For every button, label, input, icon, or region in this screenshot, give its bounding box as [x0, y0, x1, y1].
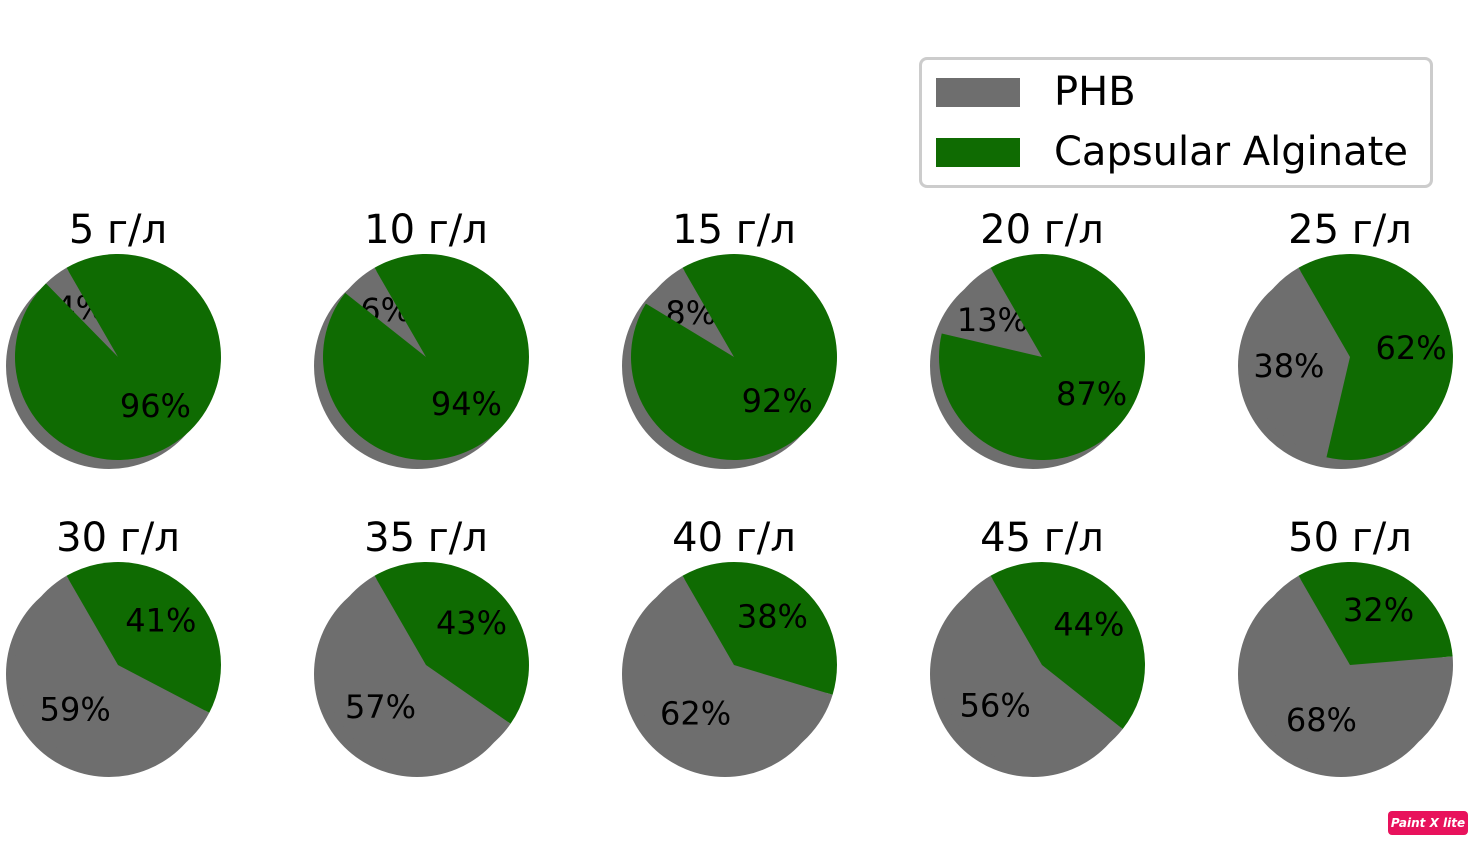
legend: PHB Capsular Alginate — [919, 57, 1433, 188]
pie-4: 13%87%20 г/л — [930, 207, 1145, 469]
pie-pct-label: 41% — [125, 601, 196, 639]
pie-pct-label: 87% — [1056, 375, 1127, 413]
pie-pct-label: 38% — [1253, 347, 1324, 385]
legend-item-alginate: Capsular Alginate — [936, 129, 1408, 175]
pie-9: 56% 44% 45 г/л — [930, 515, 1146, 777]
pie-slice-capsular-alginate — [682, 562, 837, 695]
pie-slice-phb — [1247, 575, 1454, 768]
pie-pct-label: 62% — [660, 694, 731, 732]
pie-slice-phb — [345, 267, 426, 357]
pie-slice-capsular-alginate — [631, 254, 838, 461]
pie-pct-label: 62% — [1376, 329, 1447, 367]
pie-title: 35 г/л — [364, 515, 488, 561]
pie-slice-capsular-alginate — [990, 562, 1146, 729]
pie-pct-label: 32% — [1343, 591, 1414, 629]
pie-10: 68% 32% 50 г/л — [1238, 515, 1454, 777]
pie-slice-capsular-alginate — [322, 254, 529, 461]
pie-pct-label: 94% — [431, 385, 502, 423]
pie-title: 40 г/л — [672, 515, 796, 561]
pie-pct-label: 57% — [345, 688, 416, 726]
pie-title: 30 г/л — [56, 515, 180, 561]
legend-label-alginate: Capsular Alginate — [1054, 129, 1408, 175]
pie-slice-capsular-alginate — [14, 254, 221, 461]
legend-item-phb: PHB — [936, 69, 1136, 115]
pie-3: 8%92%15 г/л — [622, 207, 838, 469]
pie-pct-label: 96% — [120, 387, 191, 425]
pie-title: 45 г/л — [980, 515, 1104, 561]
pie-title: 20 г/л — [980, 207, 1104, 253]
legend-swatch-alginate — [936, 137, 1020, 167]
pie-pct-label: 44% — [1053, 606, 1124, 644]
pie-1: 4%96%5 г/л — [6, 207, 221, 469]
pie-pct-label: 59% — [40, 691, 111, 729]
pie-slice-phb — [630, 575, 833, 769]
pie-7: 57% 43% 35 г/л — [314, 515, 529, 777]
pie-slice-capsular-alginate — [1298, 561, 1453, 665]
pie-pct-label: 43% — [436, 604, 507, 642]
pie-title: 10 г/л — [364, 207, 488, 253]
pie-pct-label: 68% — [1286, 701, 1357, 739]
pie-slice-capsular-alginate — [374, 562, 529, 724]
pie-slice-capsular-alginate — [938, 254, 1145, 461]
pie-slice-phb — [1246, 267, 1350, 458]
pie-8: 62% 38% 40 г/л — [622, 515, 837, 777]
pie-pct-label: 92% — [742, 382, 813, 420]
pie-title: 5 г/л — [69, 207, 167, 253]
pie-slice-phb — [45, 267, 118, 357]
pie-pct-label: 56% — [960, 686, 1031, 724]
paint-x-lite-badge: Paint X lite — [1388, 811, 1468, 835]
pie-slice-phb — [941, 267, 1042, 357]
pie-5: 38% 62% 25 г/л — [1238, 207, 1453, 469]
pie-title: 15 г/л — [672, 207, 796, 253]
pie-slice-phb — [322, 575, 511, 769]
legend-swatch-phb — [936, 77, 1020, 107]
pie-slice-capsular-alginate — [66, 561, 222, 713]
pie-slice-phb — [15, 575, 210, 768]
pie-pct-label: 38% — [737, 598, 808, 636]
pie-title: 50 г/л — [1288, 515, 1412, 561]
pie-slice-phb — [645, 267, 734, 357]
pie-slice-phb — [939, 575, 1123, 768]
legend-label-phb: PHB — [1054, 69, 1136, 115]
pie-2: 6%94%10 г/л — [314, 207, 529, 469]
pie-slice-capsular-alginate — [1298, 254, 1453, 461]
pie-6: 59% 41% 30 г/л — [6, 515, 222, 777]
pie-title: 25 г/л — [1288, 207, 1412, 253]
